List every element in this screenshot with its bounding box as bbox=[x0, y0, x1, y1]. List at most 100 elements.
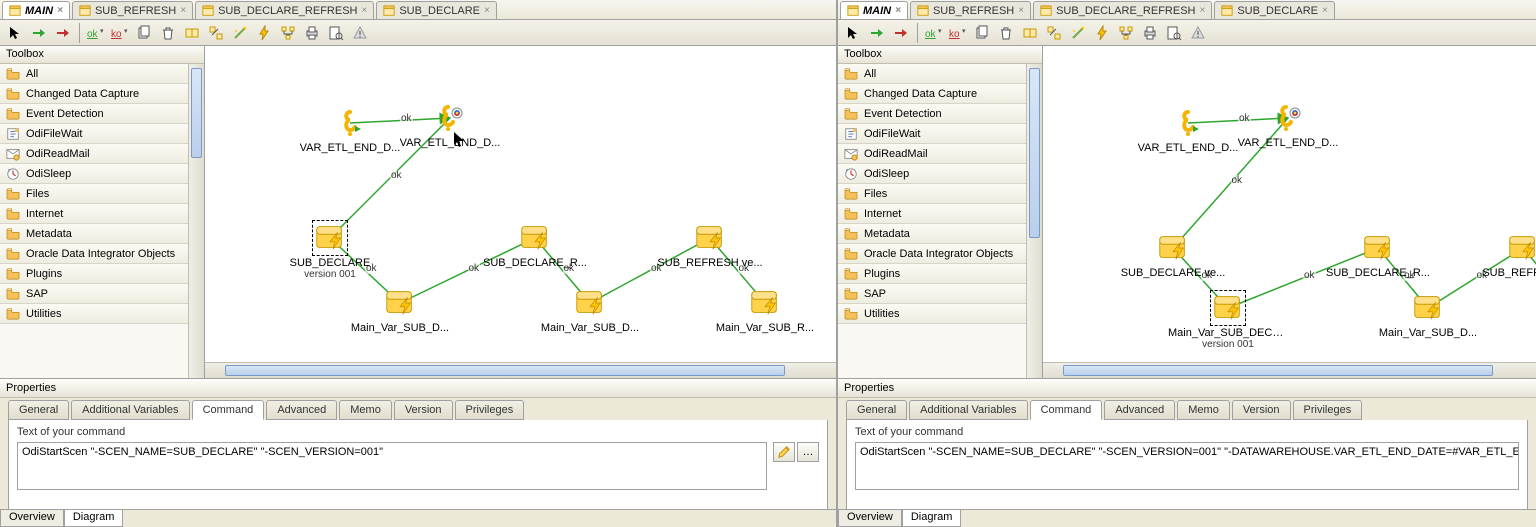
toolbar-wizard[interactable] bbox=[229, 22, 251, 44]
bottom-tab[interactable]: Overview bbox=[838, 510, 902, 527]
toolbox-item[interactable]: Oracle Data Integrator Objects bbox=[838, 244, 1042, 264]
close-icon[interactable]: × bbox=[180, 5, 186, 16]
toolbox-item[interactable]: Metadata bbox=[0, 224, 204, 244]
diagram-node[interactable]: SUB_DECLARE_R... bbox=[1318, 231, 1438, 279]
toolbox-item[interactable]: OdiFileWait bbox=[0, 124, 204, 144]
diagram-node[interactable]: SUB_DECLARE_R... bbox=[475, 221, 595, 269]
diagram-node[interactable] bbox=[1513, 291, 1536, 327]
scrollbar-thumb[interactable] bbox=[1029, 68, 1040, 238]
toolbox-item[interactable]: Event Detection bbox=[838, 104, 1042, 124]
toolbar-ok-tag[interactable]: ok▾ bbox=[923, 22, 945, 44]
properties-tab[interactable]: Additional Variables bbox=[909, 400, 1027, 420]
toolbar-ok-link[interactable] bbox=[866, 22, 888, 44]
editor-tab-0[interactable]: MAIN × bbox=[2, 1, 70, 19]
diagram-node[interactable]: VAR_ETL_END_D... bbox=[1228, 101, 1348, 149]
toolbox-item[interactable]: OdiReadMail bbox=[0, 144, 204, 164]
toolbox-item[interactable]: SAP bbox=[838, 284, 1042, 304]
diagram-node[interactable]: SUB_REFRESH ve... bbox=[650, 221, 770, 269]
close-icon[interactable]: × bbox=[1018, 5, 1024, 16]
properties-tab[interactable]: Command bbox=[1030, 400, 1103, 420]
toolbar-align[interactable] bbox=[205, 22, 227, 44]
close-icon[interactable]: × bbox=[1322, 5, 1328, 16]
toolbar-pointer[interactable] bbox=[842, 22, 864, 44]
toolbox-item[interactable]: Plugins bbox=[0, 264, 204, 284]
toolbox-item[interactable]: Event Detection bbox=[0, 104, 204, 124]
bottom-tab[interactable]: Diagram bbox=[902, 510, 962, 527]
close-icon[interactable]: × bbox=[484, 5, 490, 16]
properties-tab[interactable]: Advanced bbox=[266, 400, 337, 420]
toolbox-item[interactable]: All bbox=[0, 64, 204, 84]
editor-tab-3[interactable]: SUB_DECLARE × bbox=[1214, 1, 1335, 19]
bottom-tab[interactable]: Diagram bbox=[64, 510, 124, 527]
toolbar-arrange[interactable] bbox=[1115, 22, 1137, 44]
properties-tab[interactable]: Additional Variables bbox=[71, 400, 189, 420]
toolbox-item[interactable]: Changed Data Capture bbox=[838, 84, 1042, 104]
toolbar-warning[interactable] bbox=[349, 22, 371, 44]
toolbar-ko-tag[interactable]: ko▾ bbox=[109, 22, 131, 44]
toolbar-delete[interactable] bbox=[995, 22, 1017, 44]
command-text[interactable]: OdiStartScen "-SCEN_NAME=SUB_DECLARE" "-… bbox=[855, 442, 1519, 490]
toolbar-print[interactable] bbox=[1139, 22, 1161, 44]
command-text[interactable]: OdiStartScen "-SCEN_NAME=SUB_DECLARE" "-… bbox=[17, 442, 767, 490]
canvas-hscroll[interactable] bbox=[1043, 362, 1536, 378]
toolbar-warning[interactable] bbox=[1187, 22, 1209, 44]
toolbar-align[interactable] bbox=[1043, 22, 1065, 44]
diagram-node[interactable]: Main_Var_SUB_D... bbox=[340, 286, 460, 334]
scrollbar-thumb[interactable] bbox=[191, 68, 202, 158]
toolbar-copy[interactable] bbox=[971, 22, 993, 44]
close-icon[interactable]: × bbox=[361, 5, 367, 16]
editor-tab-1[interactable]: SUB_REFRESH × bbox=[910, 1, 1031, 19]
diagram-node[interactable]: Main_Var_SUB_DECLARE version 001 bbox=[1168, 291, 1288, 350]
toolbox-item[interactable]: SAP bbox=[0, 284, 204, 304]
editor-tab-2[interactable]: SUB_DECLARE_REFRESH × bbox=[195, 1, 374, 19]
diagram-canvas[interactable]: okokokokokokok VAR_ETL_END_D... VAR_ETL_… bbox=[205, 46, 836, 378]
properties-tab[interactable]: Memo bbox=[339, 400, 392, 420]
toolbox-item[interactable]: OdiFileWait bbox=[838, 124, 1042, 144]
scrollbar-thumb[interactable] bbox=[225, 365, 785, 376]
toolbar-ok-tag[interactable]: ok▾ bbox=[85, 22, 107, 44]
toolbar-print-preview[interactable] bbox=[1163, 22, 1185, 44]
toolbar-ok-link[interactable] bbox=[28, 22, 50, 44]
properties-tab[interactable]: Version bbox=[394, 400, 453, 420]
toolbox-item[interactable]: z OdiSleep bbox=[0, 164, 204, 184]
toolbar-bolt[interactable] bbox=[1091, 22, 1113, 44]
diagram-node[interactable]: SUB_REFRESH bbox=[1463, 231, 1536, 279]
editor-tab-0[interactable]: MAIN × bbox=[840, 1, 908, 19]
properties-tab[interactable]: Privileges bbox=[1293, 400, 1363, 420]
toolbar-duplicate[interactable] bbox=[1019, 22, 1041, 44]
editor-tab-3[interactable]: SUB_DECLARE × bbox=[376, 1, 497, 19]
editor-tab-1[interactable]: SUB_REFRESH × bbox=[72, 1, 193, 19]
properties-tab[interactable]: Advanced bbox=[1104, 400, 1175, 420]
properties-tab[interactable]: Privileges bbox=[455, 400, 525, 420]
toolbox-item[interactable]: OdiReadMail bbox=[838, 144, 1042, 164]
properties-tab[interactable]: Version bbox=[1232, 400, 1291, 420]
toolbar-duplicate[interactable] bbox=[181, 22, 203, 44]
more-command-button[interactable]: … bbox=[797, 442, 819, 462]
toolbox-item[interactable]: z OdiSleep bbox=[838, 164, 1042, 184]
toolbar-copy[interactable] bbox=[133, 22, 155, 44]
toolbox-item[interactable]: Changed Data Capture bbox=[0, 84, 204, 104]
properties-tab[interactable]: Command bbox=[192, 400, 265, 420]
toolbar-delete[interactable] bbox=[157, 22, 179, 44]
close-icon[interactable]: × bbox=[895, 5, 901, 16]
diagram-node[interactable]: Main_Var_SUB_R... bbox=[705, 286, 825, 334]
diagram-node[interactable]: Main_Var_SUB_D... bbox=[530, 286, 650, 334]
scrollbar-thumb[interactable] bbox=[1063, 365, 1493, 376]
toolbar-arrange[interactable] bbox=[277, 22, 299, 44]
close-icon[interactable]: × bbox=[57, 5, 63, 16]
properties-tab[interactable]: General bbox=[8, 400, 69, 420]
toolbar-bolt[interactable] bbox=[253, 22, 275, 44]
toolbar-wizard[interactable] bbox=[1067, 22, 1089, 44]
toolbox-item[interactable]: Internet bbox=[838, 204, 1042, 224]
diagram-node[interactable]: SUB_DECLARE version 001 bbox=[270, 221, 390, 280]
toolbox-item[interactable]: Files bbox=[0, 184, 204, 204]
toolbar-ko-link[interactable] bbox=[890, 22, 912, 44]
edit-command-button[interactable] bbox=[773, 442, 795, 462]
close-icon[interactable]: × bbox=[1199, 5, 1205, 16]
toolbox-item[interactable]: All bbox=[838, 64, 1042, 84]
toolbox-item[interactable]: Internet bbox=[0, 204, 204, 224]
bottom-tab[interactable]: Overview bbox=[0, 510, 64, 527]
toolbox-scrollbar[interactable] bbox=[1026, 64, 1042, 378]
editor-tab-2[interactable]: SUB_DECLARE_REFRESH × bbox=[1033, 1, 1212, 19]
toolbox-scrollbar[interactable] bbox=[188, 64, 204, 378]
